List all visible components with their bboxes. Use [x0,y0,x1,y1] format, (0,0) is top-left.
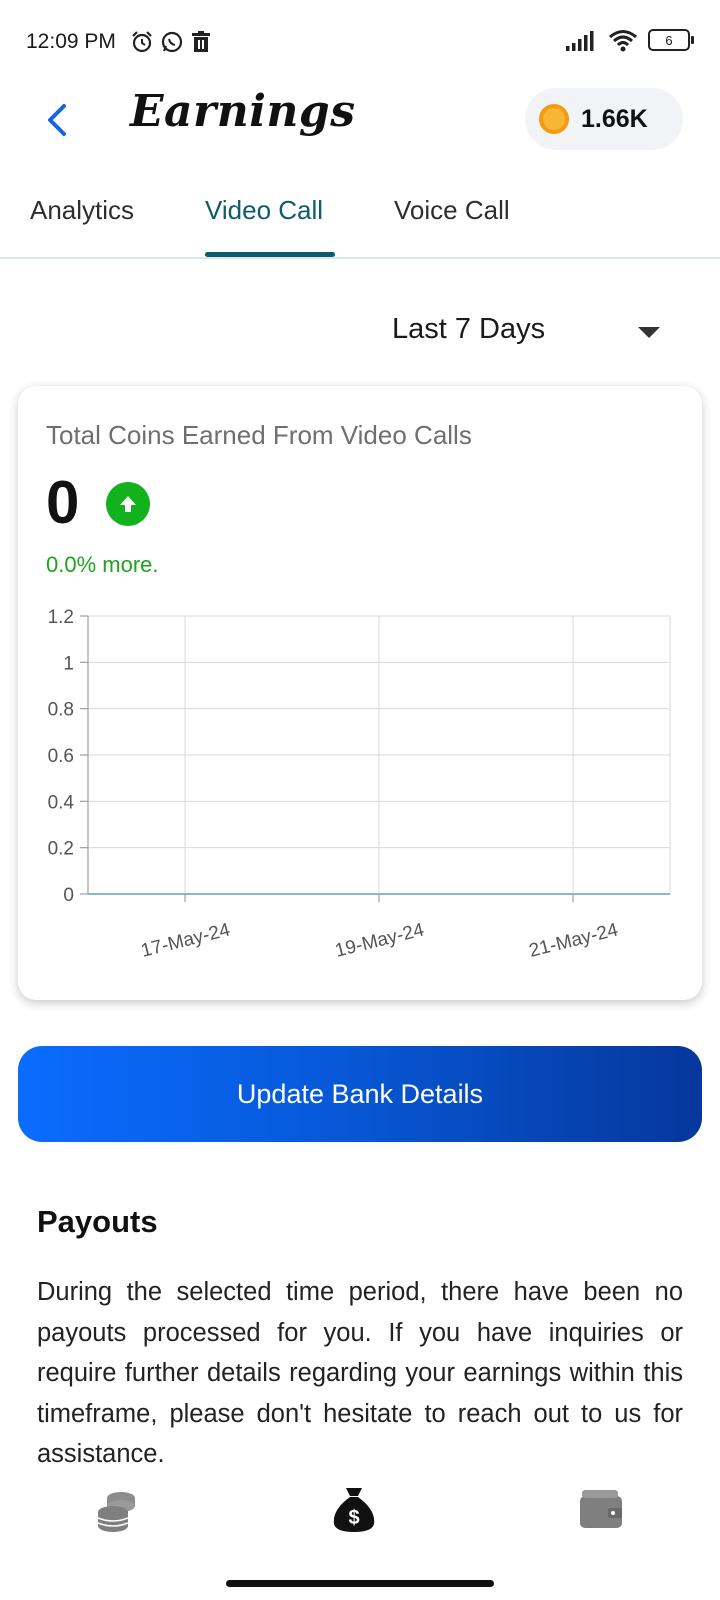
x-tick-label: 17-May-24 [139,919,233,961]
coins-stack-icon [97,1492,135,1532]
caret-down-icon[interactable] [638,327,660,338]
back-button[interactable] [38,100,78,140]
tabs-divider [0,257,720,259]
update-bank-details-button[interactable]: Update Bank Details [18,1046,702,1142]
status-icons-left [130,30,212,54]
y-tick-label: 0 [63,885,74,906]
alarm-icon [132,31,152,53]
y-tick-label: 1 [63,653,74,674]
payouts-heading: Payouts [37,1204,158,1239]
tab-video-call[interactable]: Video Call [205,195,324,225]
trash-icon [192,31,210,52]
status-icons-right: 6 [566,28,694,52]
tab-analytics[interactable]: Analytics [30,195,135,225]
x-tick-label: 19-May-24 [333,919,427,961]
y-tick-label: 0.6 [48,746,74,767]
nav-wallet[interactable] [578,1488,624,1535]
tab-voice-call[interactable]: Voice Call [394,195,510,225]
change-text: 0.0% more. [46,552,159,577]
y-tick-label: 0.4 [48,792,75,813]
whatsapp-icon [161,31,183,53]
earnings-chart: 1.2 1 0.8 0.6 0.4 0.2 0 17-May-24 19-May-24 21-Ma… [48,607,671,962]
x-tick-label: 21-May-24 [527,919,621,961]
payouts-description: During the selected time period, there h… [37,1278,683,1468]
signal-icon [566,31,594,51]
chevron-left-icon [48,104,66,136]
y-tick-label: 0.2 [48,839,74,860]
active-tab-indicator [205,252,335,257]
coin-balance-pill[interactable]: 1.66K [525,88,683,150]
wallet-icon [580,1490,622,1528]
home-indicator [226,1580,494,1587]
battery-icon: 6 [648,29,694,51]
card-title: Total Coins Earned From Video Calls [46,420,472,450]
nav-coins-stack[interactable] [95,1488,141,1539]
page-title: Earnings [130,86,356,137]
money-bag-icon: $ [333,1488,375,1532]
y-tick-label: 1.2 [48,607,74,628]
nav-earnings[interactable]: $ [330,1484,378,1539]
svg-text:$: $ [348,1507,359,1529]
coin-icon [539,104,569,134]
arrow-up-icon [106,482,150,526]
date-range-select[interactable]: Last 7 Days [392,313,546,345]
coin-balance: 1.66K [581,104,648,133]
total-coins: 0 [46,469,80,536]
wifi-icon [609,30,637,52]
battery-level: 6 [665,32,673,48]
status-time: 12:09 PM [26,30,116,53]
y-tick-label: 0.8 [48,700,74,721]
